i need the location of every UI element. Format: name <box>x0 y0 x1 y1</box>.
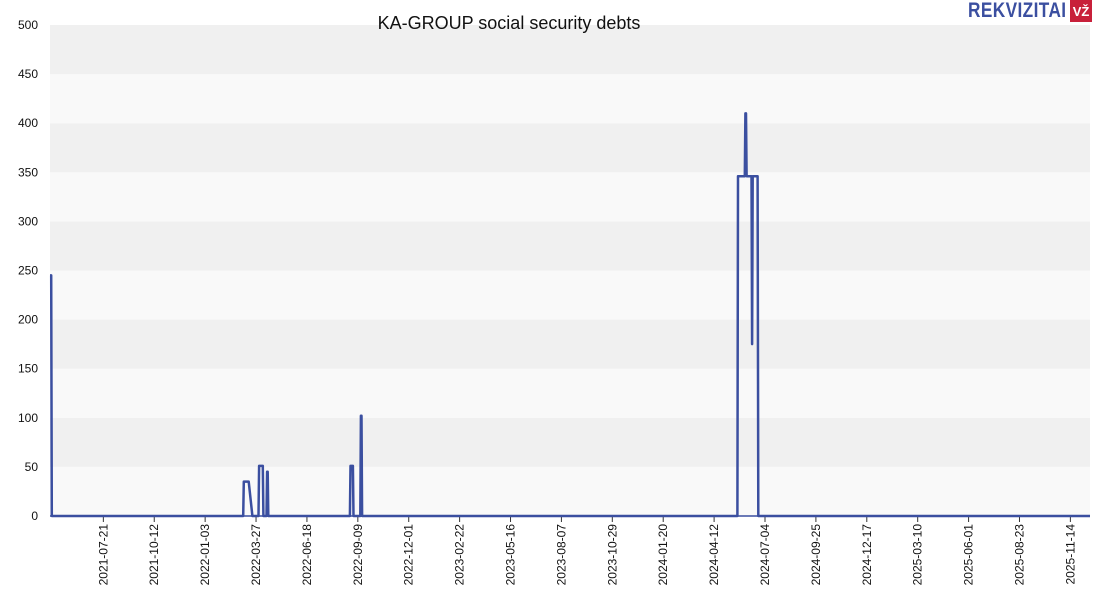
y-tick-label: 250 <box>18 264 38 278</box>
grid-band <box>50 368 1090 418</box>
x-tick-label: 2024-04-12 <box>707 524 721 586</box>
y-axis: 0 50 100 150 200 250 300 350 400 450 500 <box>18 18 38 523</box>
x-axis: 2021-07-21 2021-10-12 2022-01-03 2022-03-27… <box>96 516 1077 585</box>
y-tick-label: 150 <box>18 362 38 376</box>
x-tick-label: 2024-09-25 <box>809 524 823 586</box>
grid-band <box>50 172 1090 222</box>
grid-bands <box>50 25 1090 516</box>
x-tick-label: 2024-12-17 <box>860 524 874 586</box>
x-tick-label: 2021-10-12 <box>147 524 161 586</box>
x-tick-label: 2025-11-14 <box>1063 524 1077 585</box>
y-tick-label: 350 <box>18 165 38 179</box>
y-tick-label: 500 <box>18 18 38 32</box>
grid-band <box>50 221 1090 271</box>
y-tick-label: 50 <box>25 460 39 474</box>
y-tick-label: 400 <box>18 116 38 130</box>
x-tick-label: 2025-03-10 <box>911 524 925 586</box>
chart-title: KA-GROUP social security debts <box>378 13 641 33</box>
grid-band <box>50 74 1090 124</box>
logo-text: REKVIZITAI <box>968 0 1067 22</box>
y-tick-label: 0 <box>31 509 38 523</box>
grid-band <box>50 417 1090 467</box>
x-tick-label: 2022-09-09 <box>351 524 365 586</box>
x-tick-label: 2022-03-27 <box>249 524 263 586</box>
x-tick-label: 2021-07-21 <box>96 524 110 586</box>
x-tick-label: 2022-06-18 <box>300 524 314 586</box>
x-tick-label: 2022-12-01 <box>402 524 416 586</box>
grid-band <box>50 319 1090 369</box>
grid-band <box>50 123 1090 173</box>
x-tick-label: 2024-01-20 <box>656 524 670 586</box>
x-tick-label: 2025-08-23 <box>1012 524 1026 586</box>
grid-band <box>50 466 1090 516</box>
x-tick-label: 2023-02-22 <box>453 524 467 586</box>
y-tick-label: 200 <box>18 313 38 327</box>
y-tick-label: 450 <box>18 67 38 81</box>
x-tick-label: 2023-08-07 <box>554 524 568 586</box>
logo-badge: VŽ <box>1070 0 1092 22</box>
y-tick-label: 300 <box>18 214 38 228</box>
grid-band <box>50 25 1090 75</box>
x-tick-label: 2023-05-16 <box>504 524 518 586</box>
x-tick-label: 2024-07-04 <box>758 524 772 586</box>
series-line <box>49 112 1090 518</box>
grid-band <box>50 270 1090 320</box>
y-tick-label: 100 <box>18 411 38 425</box>
x-tick-label: 2023-10-29 <box>605 524 619 586</box>
x-tick-label: 2022-01-03 <box>198 524 212 586</box>
x-tick-label: 2025-06-01 <box>962 524 976 586</box>
rekvizitai-logo[interactable]: REKVIZITAI VŽ <box>968 0 1092 22</box>
